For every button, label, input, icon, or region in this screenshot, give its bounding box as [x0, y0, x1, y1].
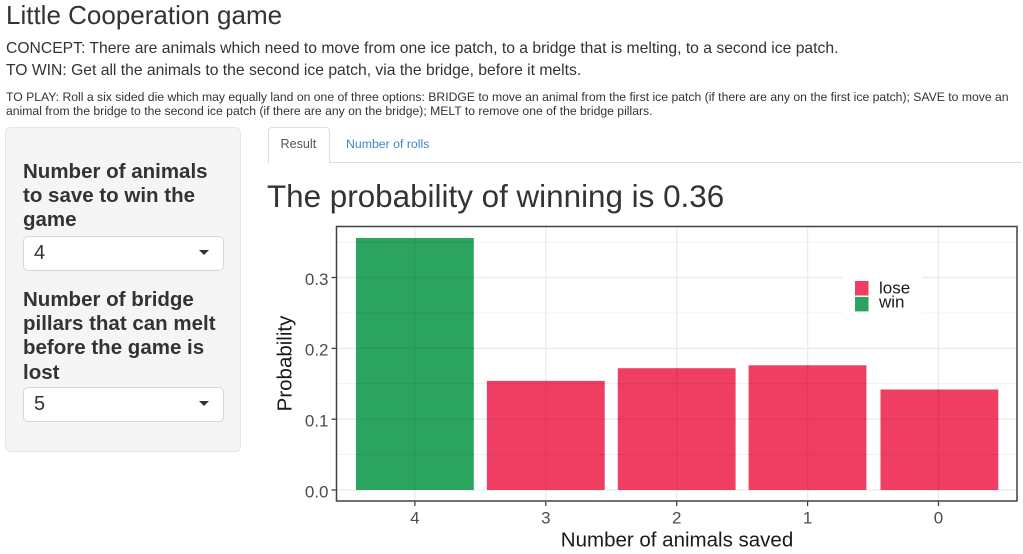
- svg-text:lose: lose: [879, 279, 910, 298]
- svg-text:0: 0: [934, 509, 943, 528]
- svg-text:0.0: 0.0: [305, 482, 329, 501]
- svg-text:0.2: 0.2: [305, 341, 329, 360]
- svg-text:3: 3: [541, 509, 550, 528]
- svg-text:Probability: Probability: [274, 315, 297, 411]
- svg-text:win: win: [878, 293, 905, 312]
- svg-text:2: 2: [672, 509, 681, 528]
- svg-text:0.3: 0.3: [305, 270, 329, 289]
- svg-text:0.1: 0.1: [305, 412, 329, 431]
- svg-text:4: 4: [410, 509, 419, 528]
- svg-text:1: 1: [803, 509, 812, 528]
- svg-text:Number of animals saved: Number of animals saved: [561, 529, 793, 552]
